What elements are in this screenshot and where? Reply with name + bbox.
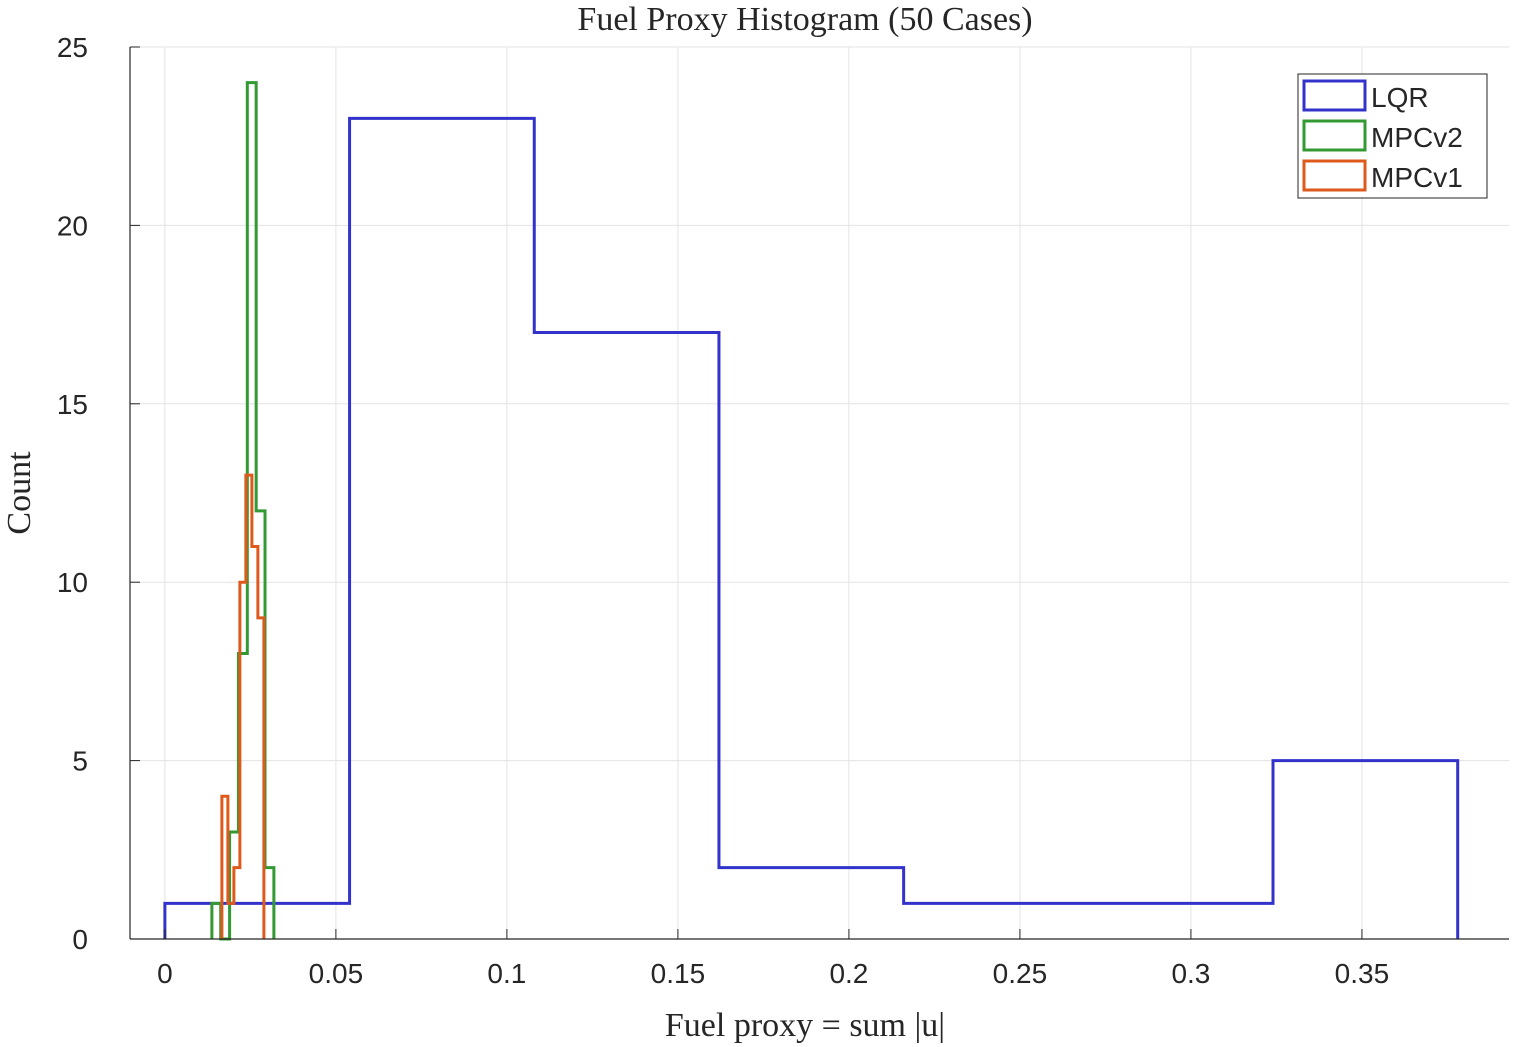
histogram-bin [246, 475, 252, 939]
x-tick-label: 0.3 [1171, 958, 1210, 989]
histogram-bin [1088, 903, 1273, 939]
legend-swatch [1302, 159, 1367, 192]
grid [130, 46, 1509, 940]
y-tick-label: 15 [57, 389, 88, 420]
x-tick-label: 0.25 [993, 958, 1048, 989]
histogram-bin [228, 903, 234, 939]
histogram-bin [240, 582, 246, 939]
x-tick-label: 0.2 [829, 958, 868, 989]
x-tick-label: 0.15 [651, 958, 706, 989]
histogram-bin [258, 618, 264, 939]
y-tick-label: 0 [72, 924, 88, 955]
histogram-bin [234, 868, 240, 939]
series-mpcv1 [220, 473, 266, 939]
histogram-bin [719, 868, 904, 939]
y-tick-label: 5 [72, 746, 88, 777]
legend-label: MPCv2 [1371, 122, 1463, 153]
y-tick-label: 25 [57, 32, 88, 63]
histogram-bin [1273, 761, 1458, 939]
chart-title: Fuel Proxy Histogram (50 Cases) [577, 1, 1032, 38]
histogram-bin [534, 332, 719, 939]
legend-label: MPCv1 [1371, 162, 1463, 193]
legend-swatch [1302, 79, 1367, 112]
legend-swatch [1302, 119, 1367, 152]
x-tick-label: 0 [157, 958, 173, 989]
legend-label: LQR [1371, 82, 1429, 113]
histogram-bin [904, 903, 1089, 939]
histogram-bin [212, 903, 221, 939]
x-tick-label: 0.05 [309, 958, 364, 989]
histogram-bin [252, 547, 258, 939]
histogram-bin [265, 868, 274, 939]
axes: 0 0.05 0.1 0.15 0.2 0.25 0.3 0.35 0 5 10 15 20 25 [57, 32, 1509, 989]
y-tick-label: 10 [57, 567, 88, 598]
x-axis-label: Fuel proxy = sum |u| [665, 1007, 945, 1044]
series-lqr [163, 116, 1460, 939]
y-axis-label: Count [1, 451, 38, 535]
histogram-outline [163, 116, 1460, 939]
series-group [163, 81, 1460, 941]
histogram-outline [220, 473, 266, 939]
x-tick-label: 0.1 [487, 958, 526, 989]
legend-box [1297, 73, 1488, 199]
histogram-bin [350, 118, 535, 939]
y-tick-label: 20 [57, 210, 88, 241]
legend: LQR MPCv2 MPCv1 [1297, 73, 1488, 199]
x-tick-label: 0.35 [1335, 958, 1390, 989]
histogram-bin [222, 796, 228, 939]
